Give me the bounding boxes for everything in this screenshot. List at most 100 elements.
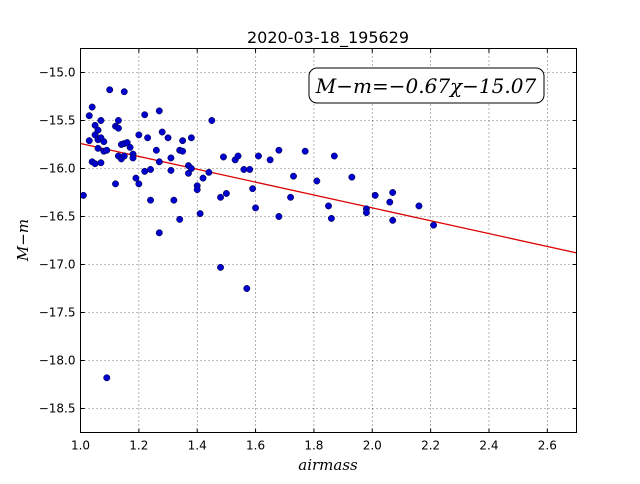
x-tick-label: 1.6 [246,439,265,453]
x-tick-label: 1.2 [129,439,148,453]
data-point [85,112,93,120]
data-point [135,180,143,188]
data-point [371,191,379,199]
chart-title: 2020-03-18_195629 [247,28,409,48]
data-point [167,154,175,162]
data-point [94,126,102,134]
x-tick-label: 2.4 [479,439,498,453]
data-point [167,166,175,174]
data-point [179,147,187,155]
data-point [220,153,227,161]
y-tick-label: −17.0 [39,258,76,272]
x-tick-label: 1.4 [188,439,207,453]
tick-labels: 1.0 1.2 1.4 1.6 1.8 2.0 2.2 2.4 2.6 −15.0 −15.5 −16… [39,66,557,453]
y-tick-label: −16.0 [39,162,76,176]
data-point [362,209,370,217]
data-point [205,168,213,176]
data-point [330,152,338,160]
data-point [100,138,108,146]
data-point [112,180,119,188]
data-point [193,186,201,194]
data-point [287,193,295,201]
data-point [275,213,283,220]
data-point [222,190,230,197]
data-point [132,174,140,182]
y-tick-label: −18.0 [39,354,76,368]
data-point [199,174,207,182]
data-point [97,159,105,167]
ticks [80,48,577,433]
data-point [217,193,224,201]
data-point [187,165,195,172]
y-axis-label: M−m [14,219,32,262]
y-tick-label: −18.5 [39,402,76,416]
data-point [389,216,397,224]
x-axis-label: airmass [298,456,358,474]
data-point [97,117,105,124]
data-point [266,156,274,164]
data-point [187,134,195,142]
data-point [386,198,394,206]
data-point [415,202,423,210]
data-point [196,210,204,218]
y-tick-label: −16.5 [39,210,76,224]
data-point [126,143,134,151]
x-tick-label: 1.8 [304,439,323,453]
data-point [155,158,163,166]
data-point [240,166,248,173]
data-point [243,285,251,292]
data-point [94,144,102,152]
data-point [348,173,356,181]
data-point [313,177,321,185]
data-point [176,215,184,223]
fit-line [80,142,577,254]
annotation-frame [308,67,545,104]
plot-frame [80,48,577,433]
data-point [255,152,262,160]
x-tick-label: 1.0 [71,439,90,453]
data-point [301,147,309,155]
data-point [120,152,128,160]
data-point [141,111,149,119]
data-point [85,137,93,145]
data-points [79,86,437,382]
data-point [155,229,163,237]
data-point [147,196,154,204]
y-tick-label: −17.5 [39,306,76,320]
data-point [106,86,114,94]
data-point [234,152,242,160]
data-point [208,117,216,124]
data-point [179,137,187,145]
data-point [114,124,122,132]
data-point [158,128,166,136]
data-point [141,167,149,175]
data-point [88,103,96,111]
data-point [217,263,224,271]
x-tick-label: 2.0 [363,439,382,453]
data-point [103,374,111,382]
data-point [389,189,397,196]
data-point [252,204,260,212]
data-point [79,191,87,199]
data-point [135,131,143,139]
data-point [152,146,160,154]
data-point [120,88,128,96]
x-tick-label: 2.6 [538,439,557,453]
grid [80,48,577,433]
data-point [147,166,154,173]
data-point [290,172,297,180]
data-point [164,134,172,142]
x-tick-label: 2.2 [421,439,440,453]
data-point [103,146,111,154]
data-point [430,221,437,229]
data-point [114,117,122,124]
data-point [129,154,137,162]
annotation-box: M−m=−0.67χ−15.07 [308,67,545,104]
data-point [275,146,283,154]
fit-line-group [80,142,577,254]
data-point [325,202,332,210]
data-point [91,160,99,168]
data-point [144,134,152,142]
data-point [249,185,257,193]
